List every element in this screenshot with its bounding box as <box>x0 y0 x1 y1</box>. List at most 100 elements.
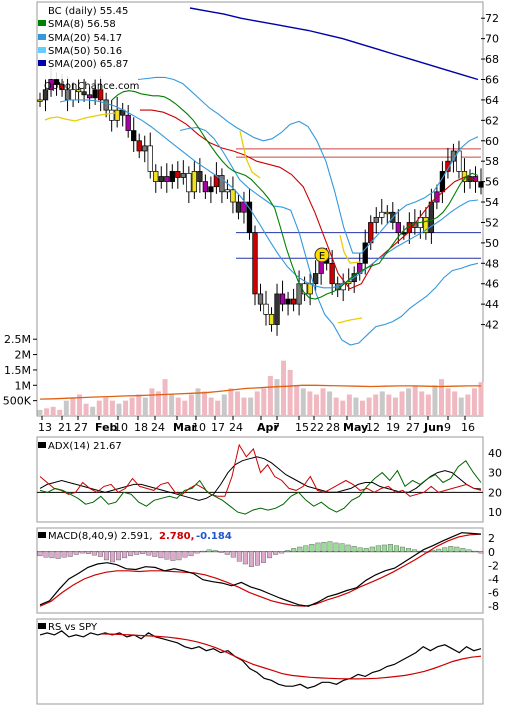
legend-swatch-sma200 <box>38 60 46 66</box>
volume-bar <box>57 409 63 416</box>
sma8-line <box>111 90 479 300</box>
candle-body <box>224 189 231 193</box>
candle-body <box>412 222 418 228</box>
macd-histogram-bar <box>375 545 381 552</box>
candle-body <box>153 171 159 182</box>
legend-swatch-sma20 <box>38 34 46 40</box>
candle-body <box>395 222 401 234</box>
candle-body <box>230 189 236 203</box>
volume-bar <box>386 394 392 416</box>
macd-histogram-bar <box>85 551 91 555</box>
x-tick-label: 16 <box>461 421 475 434</box>
rs-series-line <box>101 633 482 680</box>
macd-histogram-bar <box>158 551 164 559</box>
macd-histogram-bar <box>442 547 448 552</box>
candle-body <box>423 216 429 234</box>
sar-line <box>337 317 363 324</box>
candle-body <box>368 222 374 244</box>
macd-histogram-bar <box>273 551 279 555</box>
volume-bar <box>307 391 313 416</box>
candle-body <box>373 216 379 223</box>
candle-body <box>290 298 297 305</box>
macd-histogram-bar <box>79 551 85 554</box>
volume-bar <box>195 388 201 416</box>
macd-histogram-bar <box>182 551 188 558</box>
legend-sma8: SMA(8) 56.58 <box>48 19 116 30</box>
candle-body <box>263 303 269 315</box>
macd-histogram-bar <box>103 551 109 561</box>
candle-body <box>202 181 209 193</box>
volume-bar <box>465 394 471 416</box>
macd-histogram-bar <box>242 551 248 565</box>
volume-bar <box>169 394 175 416</box>
candle-body <box>42 89 49 101</box>
legend-sma20: SMA(20) 54.17 <box>48 33 122 44</box>
x-tick-label: 19 <box>386 421 400 434</box>
candle-body <box>362 242 368 264</box>
volume-bar <box>392 397 398 416</box>
macd-histogram-bar <box>97 551 103 557</box>
macd-histogram-bar <box>91 551 97 556</box>
macd-histogram-bar <box>55 551 61 559</box>
volume-bar <box>129 397 135 416</box>
macd-histogram-bar <box>140 551 146 555</box>
adx-y-tick-label: 30 <box>488 467 502 480</box>
volume-bar <box>478 382 484 416</box>
macd-panel-frame <box>36 527 484 614</box>
macd-line <box>39 532 482 607</box>
macd-histogram-bar <box>236 551 242 562</box>
macd-histogram-bar <box>381 544 387 552</box>
macd-histogram-bar <box>230 551 236 558</box>
macd-title: MACD(8,40,9) 2.591, <box>48 531 153 542</box>
volume-bar <box>452 391 458 416</box>
macd-histogram-bar <box>345 544 351 552</box>
x-tick-label: 12 <box>366 421 380 434</box>
x-tick-label: 21 <box>58 421 72 434</box>
candle-body <box>401 232 407 235</box>
volume-y-tick-label: 500K <box>3 395 32 408</box>
volume-bar <box>445 388 451 416</box>
macd-histogram-bar <box>478 551 484 554</box>
candle-body <box>125 114 131 131</box>
candle-body <box>114 109 120 121</box>
watermark: OptionChance.com <box>44 81 139 92</box>
volume-bar <box>320 388 326 416</box>
earnings-marker <box>314 247 330 263</box>
volume-bar <box>50 406 56 416</box>
price-y-tick-label: 70 <box>485 33 499 46</box>
volume-bar <box>274 379 280 416</box>
volume-bar <box>340 400 346 416</box>
macd-y-tick-label: -4 <box>488 573 499 586</box>
macd-histogram-bar <box>176 551 182 561</box>
macd-y-tick-label: -2 <box>488 559 499 572</box>
volume-bar <box>432 385 438 416</box>
macd-histogram-bar <box>454 546 460 552</box>
macd-histogram-bar <box>122 551 128 559</box>
macd-histogram-bar <box>152 551 158 557</box>
macd-histogram-bar <box>67 551 73 557</box>
volume-bar <box>458 397 464 416</box>
volume-y-tick-label: 1.5M <box>4 364 31 377</box>
candle-body <box>329 262 335 285</box>
candle-body <box>169 171 175 182</box>
macd-histogram-bar <box>436 548 442 552</box>
macd-histogram-bar <box>327 541 333 552</box>
candle-body <box>235 201 242 213</box>
adx-lines <box>37 443 483 515</box>
rs-title: RS vs SPY <box>48 622 98 633</box>
macd-histogram-bar <box>37 551 43 557</box>
price-y-tick-label: 48 <box>485 257 499 270</box>
macd-y-tick-label: -8 <box>488 600 499 613</box>
candle-body <box>109 109 115 121</box>
x-tick-label: 17 <box>211 421 225 434</box>
volume-bar <box>254 391 260 416</box>
volume-bar <box>471 388 477 416</box>
price-candles <box>37 66 484 336</box>
candle-body <box>208 186 214 193</box>
volume-bar <box>76 394 82 416</box>
macd-histogram-bar <box>357 547 363 552</box>
volume-bar <box>406 388 412 416</box>
sma20-line <box>59 99 479 289</box>
candle-body <box>59 84 65 91</box>
